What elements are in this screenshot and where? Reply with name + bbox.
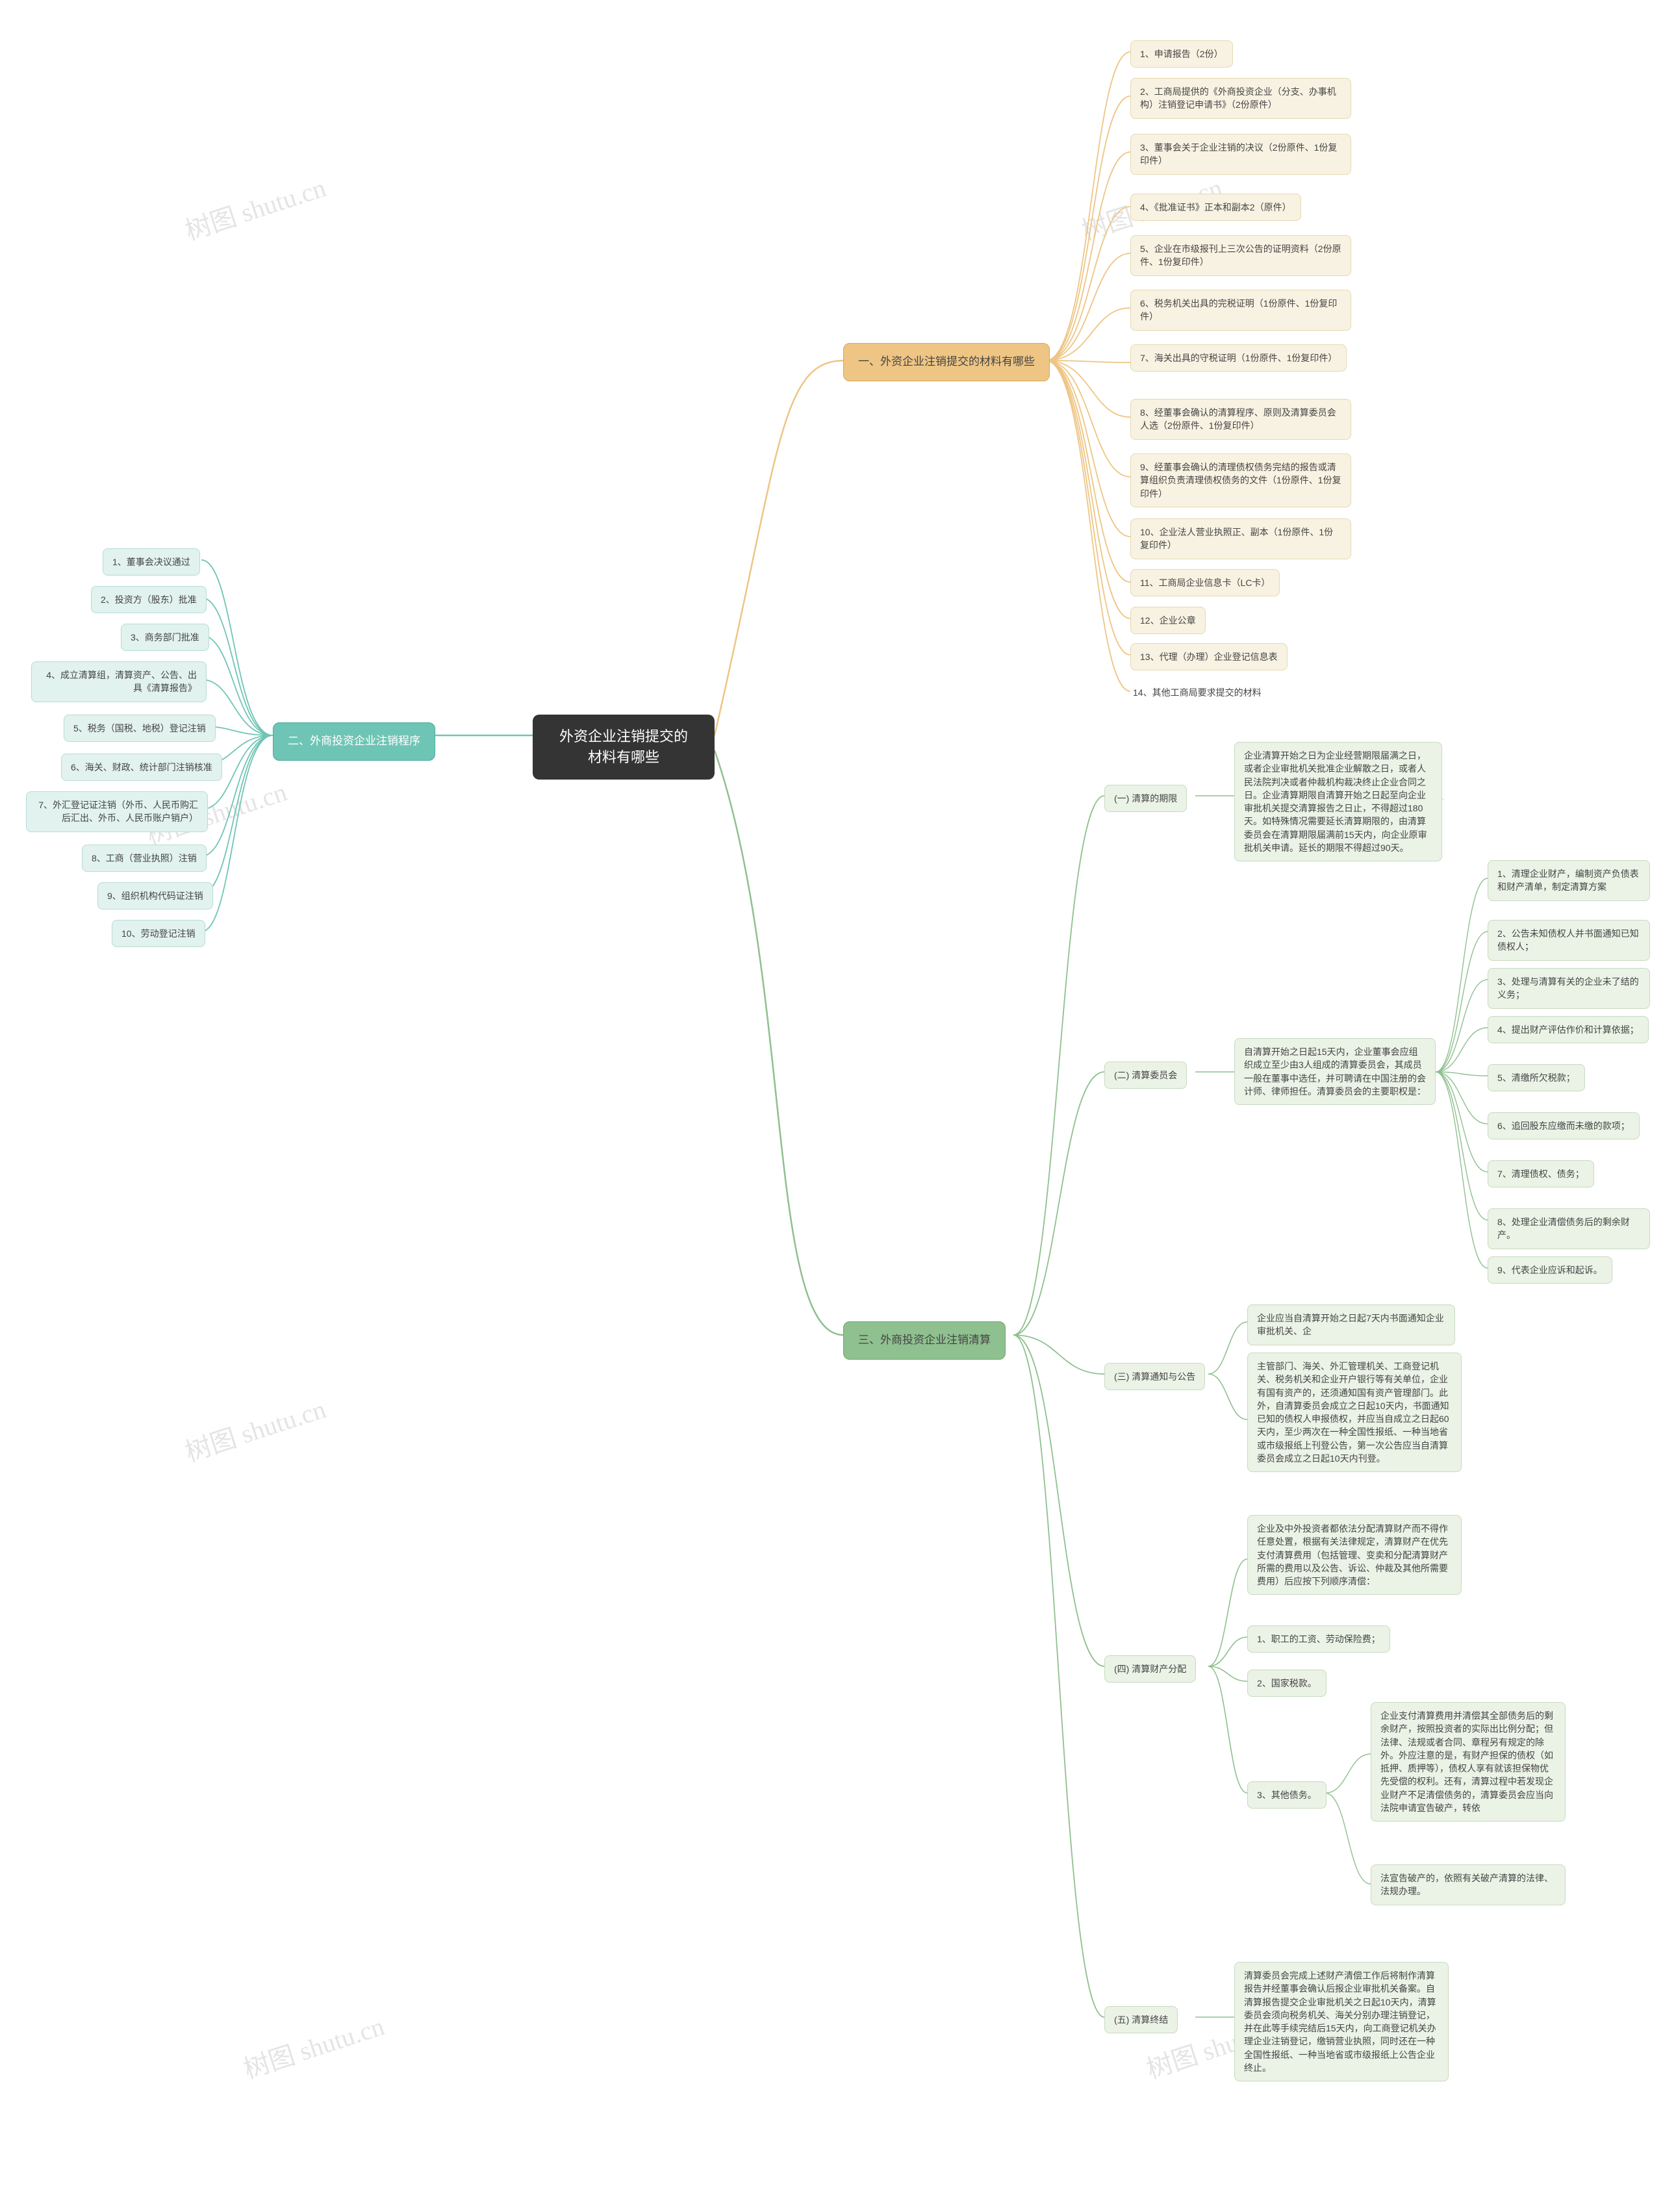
b2-item: 6、海关、财政、统计部门注销核准 xyxy=(61,754,222,781)
b2-item: 2、投资方（股东）批准 xyxy=(91,586,207,613)
b2-item: 1、董事会决议通过 xyxy=(103,548,200,576)
g3-s2-item: 8、处理企业清偿债务后的剩余财产。 xyxy=(1488,1208,1650,1249)
b1-item: 3、董事会关于企业注销的决议（2份原件、1份复印件） xyxy=(1130,134,1351,175)
g3-s2-item: 2、公告未知债权人并书面通知已知债权人； xyxy=(1488,920,1650,961)
branch-2: 二、外商投资企业注销程序 xyxy=(273,722,435,761)
b1-item: 10、企业法人营业执照正、副本（1份原件、1份复印件） xyxy=(1130,518,1351,559)
b2-item: 7、外汇登记证注销（外币、人民币购汇后汇出、外币、人民币账户销户） xyxy=(26,791,208,832)
b1-item: 8、经董事会确认的清算程序、原则及清算委员会人选（2份原件、1份复印件） xyxy=(1130,399,1351,440)
g3-s3: (三) 清算通知与公告 xyxy=(1104,1363,1205,1390)
g3-s2-item: 4、提出财产评估作价和计算依据； xyxy=(1488,1016,1649,1043)
b1-item: 1、申请报告（2份） xyxy=(1130,40,1233,68)
b1-item: 7、海关出具的守税证明（1份原件、1份复印件） xyxy=(1130,344,1347,372)
g3-s4-other-item: 企业支付清算费用并清偿其全部债务后的剩余财产，按照投资者的实际出比例分配；但法律… xyxy=(1371,1702,1566,1822)
g3-s2-item: 3、处理与清算有关的企业未了结的义务； xyxy=(1488,968,1650,1009)
watermark: 树图 shutu.cn xyxy=(238,2005,388,2087)
g3-s2: (二) 清算委员会 xyxy=(1104,1062,1187,1089)
g3-s4-item: 2、国家税款。 xyxy=(1247,1670,1327,1697)
g3-s4-item: 1、职工的工资、劳动保险费； xyxy=(1247,1625,1390,1653)
b2-item: 5、税务（国税、地税）登记注销 xyxy=(64,715,216,742)
b1-item: 2、工商局提供的《外商投资企业（分支、办事机构）注销登记申请书》（2份原件） xyxy=(1130,78,1351,119)
g3-s1: (一) 清算的期限 xyxy=(1104,785,1187,812)
g3-s3-item: 企业应当自清算开始之日起7天内书面通知企业审批机关、企 xyxy=(1247,1304,1455,1345)
b2-item: 4、成立清算组，清算资产、公告、出具《清算报告》 xyxy=(31,661,207,702)
g3-s3-item: 主管部门、海关、外汇管理机关、工商登记机关、税务机关和企业开户银行等有关单位，企… xyxy=(1247,1353,1462,1472)
g3-s4: (四) 清算财产分配 xyxy=(1104,1655,1196,1683)
g3-s5: (五) 清算终结 xyxy=(1104,2006,1178,2033)
b2-item: 10、劳动登记注销 xyxy=(112,920,205,947)
b1-item: 13、代理（办理）企业登记信息表 xyxy=(1130,643,1288,670)
g3-s2-intro: 自清算开始之日起15天内，企业董事会应组织成立至少由3人组成的清算委员会，其成员… xyxy=(1234,1038,1436,1105)
g3-s1-text: 企业清算开始之日为企业经营期限届满之日，或者企业审批机关批准企业解散之日，或者人… xyxy=(1234,742,1442,861)
g3-s4-intro: 企业及中外投资者都依法分配清算财产而不得作任意处置，根据有关法律规定，清算财产在… xyxy=(1247,1515,1462,1595)
b2-item: 8、工商（营业执照）注销 xyxy=(82,845,207,872)
g3-s2-item: 9、代表企业应诉和起诉。 xyxy=(1488,1256,1612,1284)
b1-item: 9、经董事会确认的清理债权债务完结的报告或清算组织负责清理债权债务的文件（1份原… xyxy=(1130,453,1351,507)
b1-item: 4、《批准证书》正本和副本2（原件） xyxy=(1130,194,1301,221)
g3-s2-item: 6、追回股东应缴而未缴的款项； xyxy=(1488,1112,1640,1139)
b2-item: 3、商务部门批准 xyxy=(121,624,209,651)
b1-item: 6、税务机关出具的完税证明（1份原件、1份复印件） xyxy=(1130,290,1351,331)
branch-1: 一、外资企业注销提交的材料有哪些 xyxy=(843,343,1050,381)
b2-item: 9、组织机构代码证注销 xyxy=(97,882,213,909)
watermark: 树图 shutu.cn xyxy=(180,167,330,248)
b1-item: 12、企业公章 xyxy=(1130,607,1206,634)
b1-item: 14、其他工商局要求提交的材料 xyxy=(1130,683,1264,702)
b1-item: 11、工商局企业信息卡（LC卡） xyxy=(1130,569,1280,596)
g3-s2-item: 7、清理债权、债务； xyxy=(1488,1160,1594,1188)
g3-s4-other-item: 法宣告破产的，依照有关破产清算的法律、法规办理。 xyxy=(1371,1864,1566,1905)
root-node: 外资企业注销提交的材料有哪些 xyxy=(533,715,715,780)
g3-s2-item: 1、清理企业财产，编制资产负债表和财产清单，制定清算方案 xyxy=(1488,860,1650,901)
g3-s2-item: 5、清缴所欠税款； xyxy=(1488,1064,1585,1091)
watermark: 树图 shutu.cn xyxy=(180,1388,330,1469)
branch-3: 三、外商投资企业注销清算 xyxy=(843,1321,1006,1360)
g3-s5-text: 清算委员会完成上述财产清偿工作后将制作清算报告并经董事会确认后报企业审批机关备案… xyxy=(1234,1962,1449,2081)
b1-item: 5、企业在市级报刊上三次公告的证明资料（2份原件、1份复印件） xyxy=(1130,235,1351,276)
g3-s4-other: 3、其他债务。 xyxy=(1247,1781,1327,1809)
